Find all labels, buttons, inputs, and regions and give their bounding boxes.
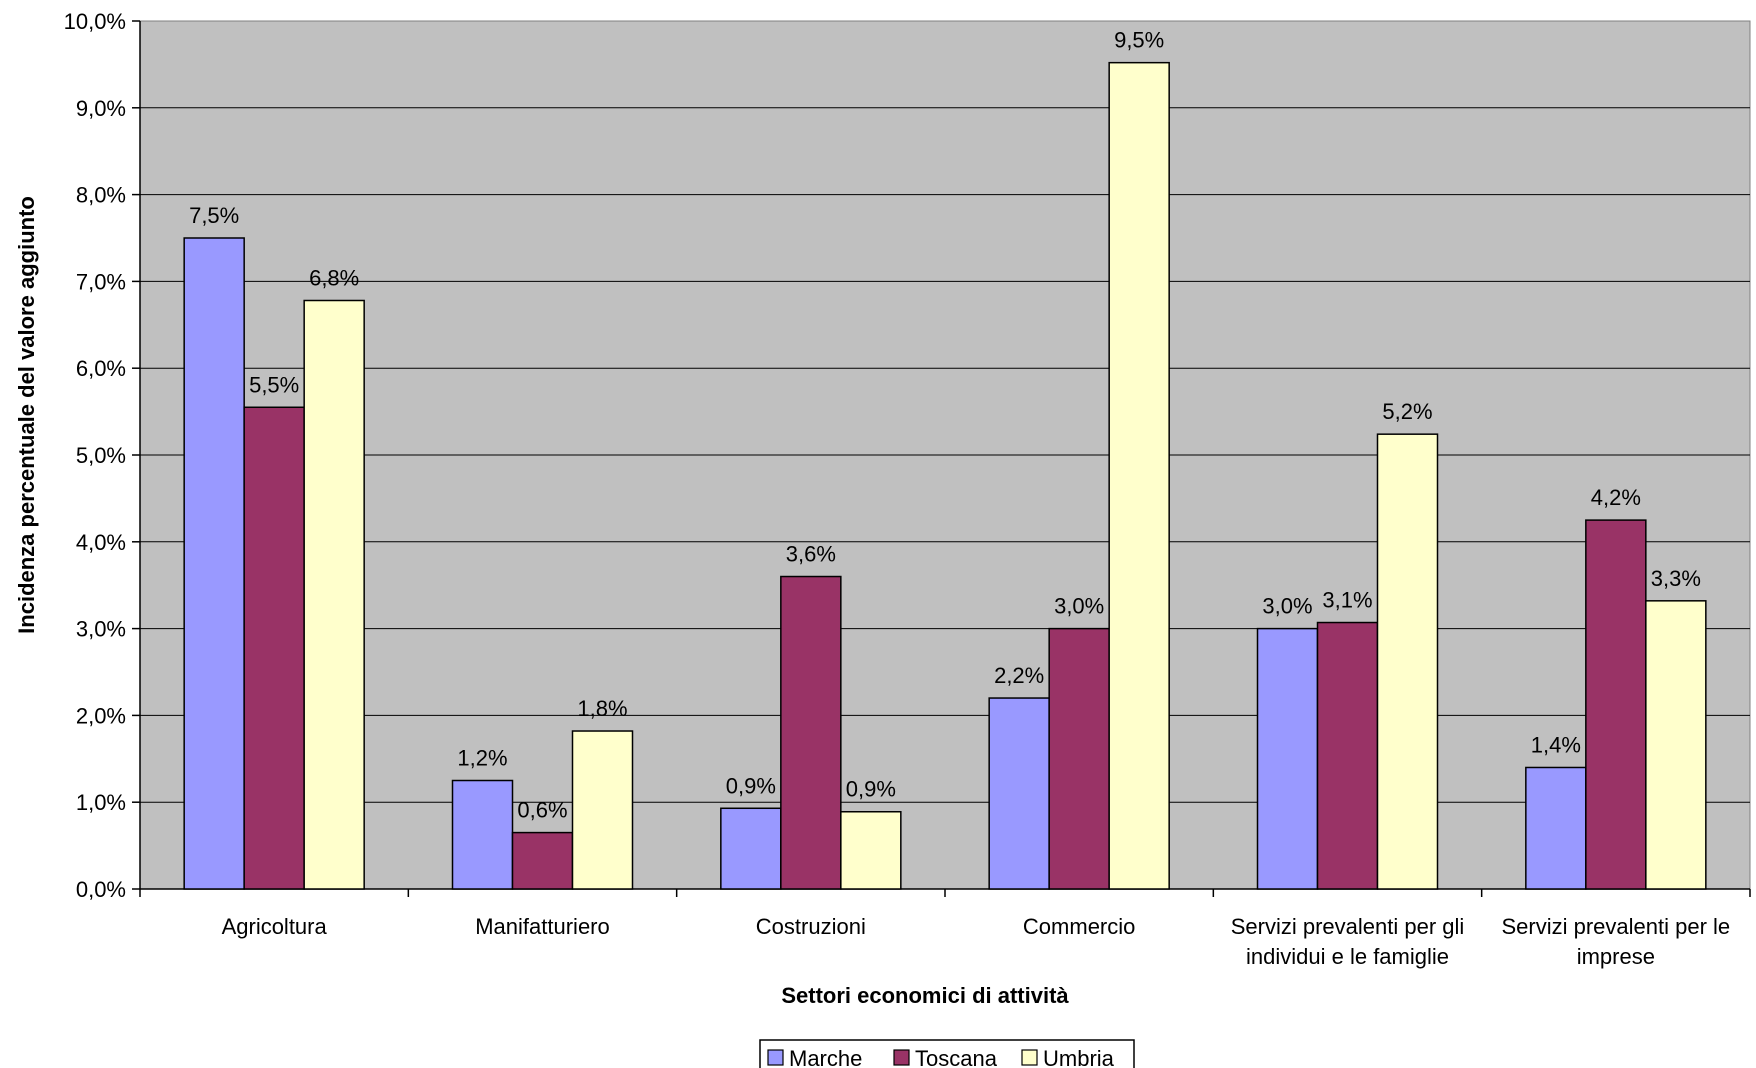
data-label: 0,9% [726, 773, 776, 798]
y-tick-label: 7,0% [76, 269, 126, 294]
bar-marche[interactable] [183, 237, 245, 890]
legend-swatch-toscana [893, 1049, 910, 1066]
bar-toscana[interactable] [1316, 621, 1379, 890]
y-tick-label: 10,0% [64, 9, 126, 34]
data-label: 0,9% [846, 777, 896, 802]
y-tick-label: 9,0% [76, 96, 126, 121]
category-label: individui e le famiglie [1246, 944, 1449, 969]
data-label: 1,8% [577, 696, 627, 721]
data-label: 3,0% [1262, 594, 1312, 619]
data-label: 3,1% [1322, 588, 1372, 613]
bar-umbria[interactable] [1108, 61, 1170, 890]
bar-umbria[interactable] [1376, 433, 1439, 890]
bar-marche[interactable] [1256, 627, 1319, 890]
bar-umbria[interactable] [840, 810, 902, 890]
category-label: Agricoltura [222, 914, 328, 939]
legend-swatch-marche [767, 1049, 784, 1066]
legend-swatch-umbria [1021, 1049, 1038, 1066]
bar-toscana[interactable] [780, 575, 842, 890]
x-axis-title: Settori economici di attività [781, 983, 1069, 1008]
bar-toscana[interactable] [511, 831, 574, 890]
bar-umbria[interactable] [571, 730, 634, 890]
bar-toscana[interactable] [243, 406, 305, 890]
y-tick-label: 1,0% [76, 790, 126, 815]
category-label: Servizi prevalenti per le [1501, 914, 1730, 939]
y-tick-label: 8,0% [76, 183, 126, 208]
y-tick-label: 3,0% [76, 617, 126, 642]
data-label: 7,5% [189, 203, 239, 228]
category-label: Manifatturiero [475, 914, 610, 939]
legend-label: Umbria [1043, 1046, 1115, 1068]
bar-umbria[interactable] [303, 299, 365, 890]
data-label: 6,8% [309, 265, 359, 290]
data-label: 5,2% [1382, 399, 1432, 424]
y-tick-label: 2,0% [76, 703, 126, 728]
y-tick-label: 6,0% [76, 356, 126, 381]
bar-toscana[interactable] [1585, 519, 1647, 890]
data-label: 3,3% [1651, 566, 1701, 591]
data-label: 5,5% [249, 372, 299, 397]
data-label: 9,5% [1114, 28, 1164, 53]
category-label: imprese [1577, 944, 1655, 969]
legend-label: Marche [789, 1046, 862, 1068]
bar-marche[interactable] [1525, 766, 1587, 890]
data-label: 0,6% [517, 798, 567, 823]
y-tick-label: 5,0% [76, 443, 126, 468]
data-label: 1,2% [457, 746, 507, 771]
data-label: 1,4% [1531, 732, 1581, 757]
bar-toscana[interactable] [1048, 627, 1110, 890]
data-label: 3,0% [1054, 594, 1104, 619]
legend-label: Toscana [915, 1046, 998, 1068]
data-label: 4,2% [1591, 485, 1641, 510]
bar-marche[interactable] [720, 807, 782, 890]
bar-marche[interactable] [451, 779, 514, 890]
category-label: Commercio [1023, 914, 1135, 939]
category-label: Servizi prevalenti per gli [1231, 914, 1465, 939]
data-label: 3,6% [786, 542, 836, 567]
y-tick-label: 0,0% [76, 877, 126, 902]
category-label: Costruzioni [756, 914, 866, 939]
data-label: 2,2% [994, 663, 1044, 688]
bar-marche[interactable] [988, 697, 1050, 890]
legend [759, 1039, 1135, 1068]
y-axis-title: Incidenza percentuale del valore aggiunt… [14, 196, 39, 634]
bar-umbria[interactable] [1645, 600, 1707, 890]
y-tick-label: 4,0% [76, 530, 126, 555]
